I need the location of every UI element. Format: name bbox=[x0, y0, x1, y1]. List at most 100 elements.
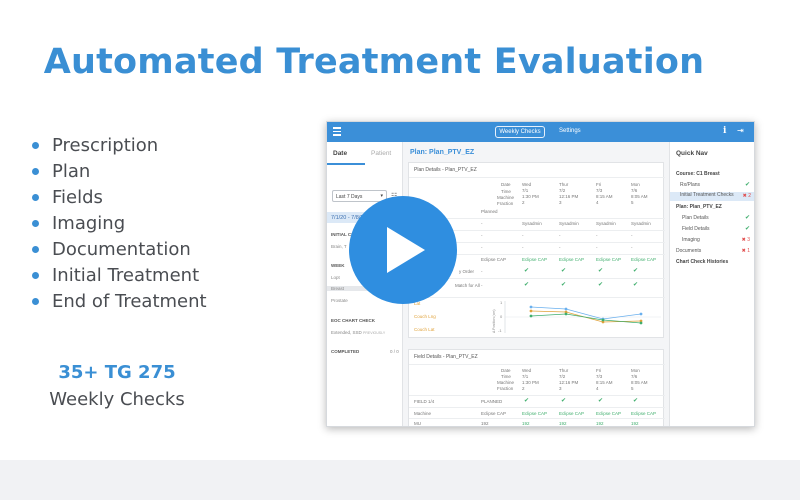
tab-date[interactable]: Date bbox=[333, 150, 348, 157]
field-row-label: FIELD 1/4 bbox=[414, 399, 435, 404]
feature-item: Plan bbox=[32, 158, 207, 184]
check-icon: ✔ bbox=[598, 282, 604, 288]
error-count: ✖ 1 bbox=[741, 248, 750, 254]
initial-item[interactable]: Brain, T bbox=[331, 244, 347, 249]
bullet-icon bbox=[32, 271, 39, 279]
field-row-label: MU bbox=[414, 421, 421, 426]
machine-cell: Eclipse CAP bbox=[596, 257, 622, 262]
data-point bbox=[639, 319, 643, 323]
quick-nav-chart-history[interactable]: Chart Check Histories bbox=[676, 259, 729, 265]
feature-item: Imaging bbox=[32, 210, 207, 236]
chevron-down-icon: ▾ bbox=[380, 193, 383, 199]
chart-row-label: Couch Lng bbox=[414, 314, 436, 319]
info-icon[interactable]: i bbox=[723, 126, 727, 136]
app-topbar: Weekly Checks Settings i ⇥ bbox=[327, 122, 754, 142]
data-point bbox=[639, 321, 643, 325]
eoc-item[interactable]: Extended, SSD PREVIOUSLY bbox=[331, 330, 386, 335]
quick-nav-panel: Quick Nav Course: C1 Breast Rx/Plans ✔ In… bbox=[669, 142, 754, 426]
data-point bbox=[529, 305, 533, 309]
app-main: Plan: Plan_PTV_EZ Plan Details - Plan_PT… bbox=[408, 142, 667, 426]
check-icon: ✔ bbox=[561, 282, 567, 288]
bullet-icon bbox=[32, 167, 39, 175]
check-icon: ✔ bbox=[598, 398, 604, 404]
completed-label: COMPLETED bbox=[331, 349, 360, 354]
tab-underline bbox=[327, 163, 365, 165]
check-icon: ✔ bbox=[524, 268, 530, 274]
bullet-icon bbox=[32, 219, 39, 227]
plan-title: Plan: Plan_PTV_EZ bbox=[410, 149, 475, 156]
col-head: Fri bbox=[596, 182, 602, 187]
quick-nav-plan-details[interactable]: Plan Details ✔ bbox=[682, 215, 750, 221]
weekly-item[interactable]: Prostate bbox=[331, 298, 348, 303]
chart-tick: 1 bbox=[500, 300, 503, 305]
col-head: Mon bbox=[631, 182, 640, 187]
check-icon: ✔ bbox=[744, 182, 750, 188]
check-icon: ✔ bbox=[561, 268, 567, 274]
field-planned: PLANNED bbox=[481, 399, 503, 404]
bullet-icon bbox=[32, 193, 39, 201]
check-icon: ✔ bbox=[744, 226, 750, 232]
hamburger-menu-icon[interactable] bbox=[333, 127, 341, 136]
chart-axis-label: Δ Position (cm) bbox=[492, 309, 496, 333]
user-cell: Sysadmin bbox=[631, 221, 651, 226]
check-icon: ✔ bbox=[633, 282, 639, 288]
user-cell: Sysadmin bbox=[522, 221, 542, 226]
chart-tick: 0 bbox=[500, 314, 503, 319]
quick-nav-documents[interactable]: Documents ✖ 1 bbox=[676, 248, 750, 254]
user-cell: Sysadmin bbox=[559, 221, 579, 226]
range-select[interactable]: Last 7 Days ▾ bbox=[332, 190, 387, 202]
check-icon: ✔ bbox=[561, 398, 567, 404]
chart-tick: -1 bbox=[498, 328, 502, 333]
quick-nav-rx-plans[interactable]: Rx/Plans ✔ bbox=[680, 182, 750, 188]
feature-list: Prescription Plan Fields Imaging Documen… bbox=[32, 132, 207, 314]
exit-icon[interactable]: ⇥ bbox=[737, 126, 744, 135]
shift-chart: Δ Position (cm) 1 0 -1 bbox=[492, 300, 661, 333]
bullet-icon bbox=[32, 297, 39, 305]
check-icon: ✔ bbox=[598, 268, 604, 274]
check-icon: ✔ bbox=[633, 398, 639, 404]
settings-link[interactable]: Settings bbox=[559, 128, 581, 134]
error-count: ✖ 3 bbox=[741, 237, 750, 243]
completed-value: 0 / 0 bbox=[390, 349, 399, 354]
eoc-header: EOC CHART CHECK bbox=[331, 318, 376, 323]
user-cell: Sysadmin bbox=[596, 221, 616, 226]
sidebar-tabs: Date Patient bbox=[327, 150, 403, 165]
data-point bbox=[564, 310, 568, 314]
feature-item: Documentation bbox=[32, 236, 207, 262]
check-icon: ✔ bbox=[744, 215, 750, 221]
data-point bbox=[601, 318, 605, 322]
quick-nav-course[interactable]: Course: C1 Breast bbox=[676, 171, 720, 177]
quick-nav-field-details[interactable]: Field Details ✔ bbox=[682, 226, 750, 232]
machine-cell: Eclipse CAP bbox=[631, 257, 657, 262]
data-point bbox=[639, 312, 643, 316]
quick-nav-initial-tx[interactable]: Initial Treatment Checks ✖ 2 bbox=[670, 192, 754, 201]
quick-nav-imaging[interactable]: Imaging ✖ 3 bbox=[682, 237, 750, 243]
machine-cell: Eclipse CAP bbox=[559, 257, 585, 262]
play-video-button[interactable] bbox=[349, 196, 457, 304]
tab-patient[interactable]: Patient bbox=[371, 150, 392, 157]
col-head: Wed bbox=[522, 182, 532, 187]
row-label-match: Match for All bbox=[455, 283, 480, 288]
field-row-label: Machine bbox=[414, 411, 432, 416]
data-point bbox=[601, 320, 605, 324]
weekly-item[interactable]: Lopt bbox=[331, 275, 340, 280]
quick-nav-plan[interactable]: Plan: Plan_PTV_EZ bbox=[676, 204, 722, 210]
check-icon: ✔ bbox=[524, 282, 530, 288]
initial-header: INITIAL CHA bbox=[331, 232, 358, 237]
check-icon: ✔ bbox=[633, 268, 639, 274]
data-point bbox=[529, 314, 533, 318]
error-count: ✖ 2 bbox=[742, 193, 751, 199]
bullet-icon bbox=[32, 245, 39, 253]
weekly-checks-button[interactable]: Weekly Checks bbox=[495, 126, 545, 138]
row-head-fraction: Fraction bbox=[497, 201, 514, 206]
planned-label: Planned bbox=[481, 209, 498, 214]
feature-item: Initial Treatment bbox=[32, 262, 207, 288]
play-icon bbox=[387, 227, 425, 273]
col-head: Thur bbox=[559, 182, 569, 187]
machine-planned: Eclipse CAP bbox=[481, 257, 507, 262]
machine-cell: Eclipse CAP bbox=[522, 257, 548, 262]
slide-title: Automated Treatment Evaluation bbox=[43, 42, 705, 82]
chart-row-label: Lat bbox=[414, 301, 421, 306]
feature-item: Prescription bbox=[32, 132, 207, 158]
